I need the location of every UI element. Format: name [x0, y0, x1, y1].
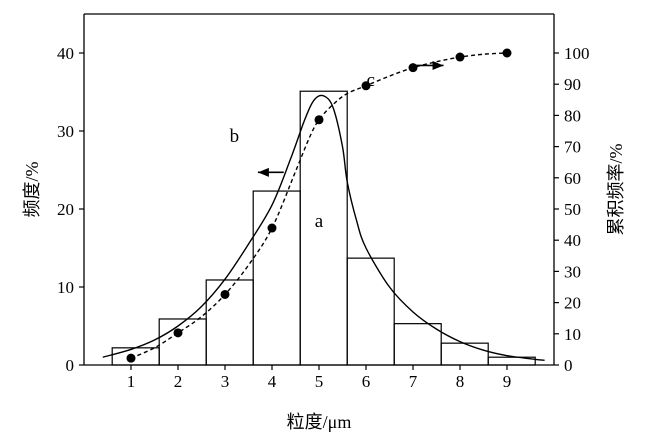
right-tick-label-10: 10: [564, 325, 581, 344]
cumulative-point-9: [502, 48, 512, 58]
histogram-bar-2: [158, 318, 207, 366]
right-axis-arrow-head: [432, 60, 444, 70]
cumulative-point-4: [267, 223, 277, 233]
right-tick-label-60: 60: [564, 169, 581, 188]
frequency-curve-b: [102, 94, 545, 362]
cumulative-point-7: [408, 63, 418, 73]
histogram-bar-7: [393, 323, 442, 366]
right-tick-label-20: 20: [564, 294, 581, 313]
cumulative-point-2: [173, 328, 183, 338]
cumulative-point-3: [220, 289, 230, 299]
right-tick-label-90: 90: [564, 75, 581, 94]
right-tick-label-100: 100: [564, 44, 590, 63]
right-tick-label-0: 0: [564, 356, 573, 375]
annotation-a: a: [315, 211, 324, 232]
cumulative-point-8: [455, 52, 465, 62]
cumulative-curve-c: [130, 52, 508, 359]
x-tick-label-1: 1: [127, 372, 136, 391]
x-tick-label-2: 2: [174, 372, 183, 391]
histogram-bar-8: [440, 342, 489, 366]
right-axis-title: 累积频率/%: [606, 143, 626, 235]
right-axis-arrow: [410, 60, 444, 70]
histogram-bar-4: [252, 190, 301, 366]
histogram-bar-1: [111, 347, 160, 366]
left-tick-label-40: 40: [57, 44, 74, 63]
histogram-bar-6: [346, 257, 395, 366]
histogram-bars: [111, 90, 536, 366]
x-tick-label-9: 9: [503, 372, 512, 391]
left-axis-arrow: [257, 167, 284, 177]
axis-arrows: [257, 60, 444, 177]
x-tick-label-8: 8: [456, 372, 465, 391]
left-tick-label-20: 20: [57, 200, 74, 219]
x-tick-label-7: 7: [409, 372, 418, 391]
right-tick-label-30: 30: [564, 262, 581, 281]
x-tick-label-5: 5: [315, 372, 324, 391]
cumulative-point-6: [361, 81, 371, 91]
chart-axes: [79, 13, 559, 370]
annotation-b: b: [230, 126, 240, 147]
left-axis-arrow-head: [257, 167, 269, 177]
left-axis-title: 频度/%: [22, 161, 42, 217]
right-tick-label-70: 70: [564, 138, 581, 157]
left-tick-label-10: 10: [57, 278, 74, 297]
histogram-bar-3: [205, 279, 254, 366]
axis-titles: 粒度/μm 频度/% 累积频率/%: [22, 143, 626, 432]
chart-curves: [102, 52, 545, 362]
left-tick-label-0: 0: [66, 356, 75, 375]
left-tick-label-30: 30: [57, 122, 74, 141]
annotation-c: c: [366, 70, 374, 91]
right-tick-label-50: 50: [564, 200, 581, 219]
x-axis-title: 粒度/μm: [287, 412, 352, 432]
series-annotations: a b c: [230, 70, 375, 232]
x-tick-label-4: 4: [268, 372, 277, 391]
cumulative-point-1: [126, 353, 136, 363]
cumulative-point-5: [314, 115, 324, 125]
right-tick-label-40: 40: [564, 231, 581, 250]
x-tick-label-3: 3: [221, 372, 230, 391]
right-tick-label-80: 80: [564, 106, 581, 125]
x-tick-label-6: 6: [362, 372, 371, 391]
